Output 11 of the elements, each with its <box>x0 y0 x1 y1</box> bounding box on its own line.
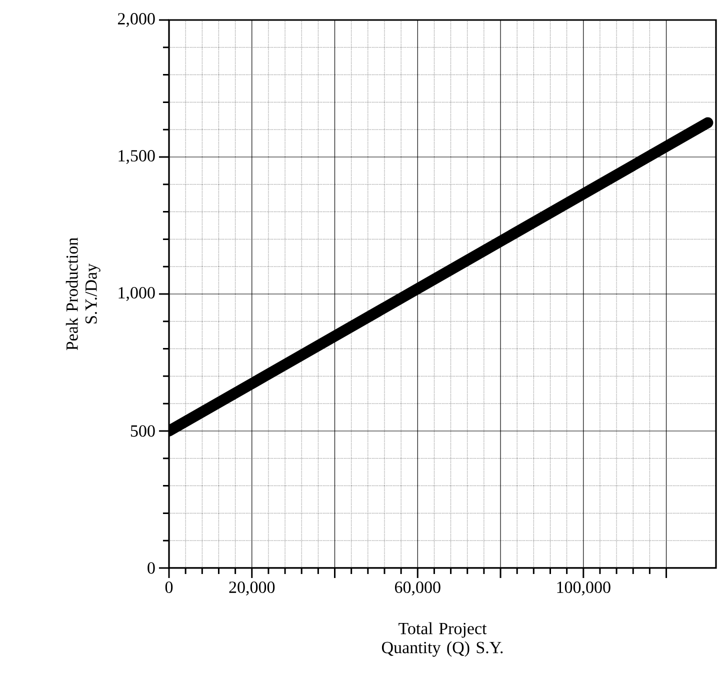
x-tick-label: 0 <box>165 582 173 593</box>
y-tick-label: 1,000 <box>118 287 155 301</box>
y-tick-label: 2,000 <box>118 13 155 27</box>
y-tick-label: 1,500 <box>118 150 155 164</box>
x-tick-label: 100,000 <box>557 582 610 596</box>
x-axis-title: Total Project Quantity (Q) S.Y. <box>382 622 503 657</box>
y-tick-label: 500 <box>130 425 155 437</box>
x-tick-label: 20,000 <box>229 582 275 596</box>
y-tick-label: 0 <box>148 562 155 574</box>
y-axis-title: Peak Production S.Y./Day <box>66 238 100 350</box>
x-tick-label: 60,000 <box>395 582 440 596</box>
